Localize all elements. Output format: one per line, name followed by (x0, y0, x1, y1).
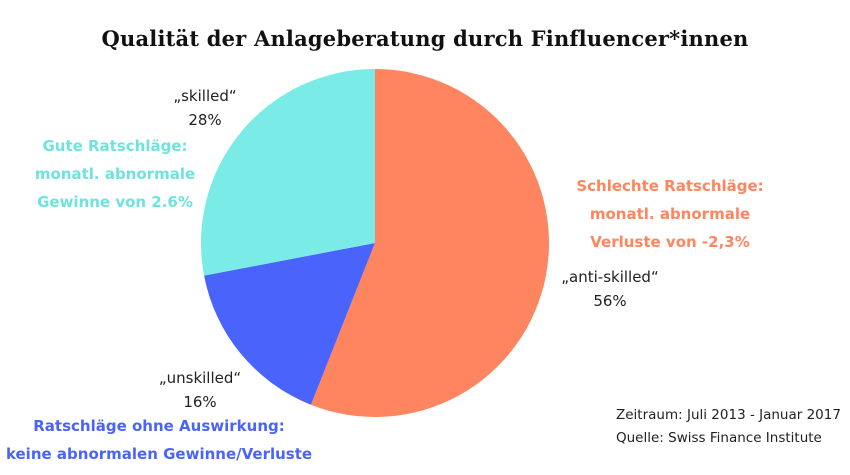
slice-label-skilled-value: 28% (188, 111, 222, 129)
group-bad-line-3: Verluste von -2,3% (590, 233, 750, 251)
group-neutral-line-2: keine abnormalen Gewinne/Verluste (5, 445, 313, 463)
group-bad-line-1: Schlechte Ratschläge: (576, 177, 764, 195)
group-good-line-2: monatl. abnormale (34, 165, 196, 183)
slice-label-unskilled-value: 16% (183, 393, 217, 411)
group-annotation-good-advice: Gute Ratschläge: monatl. abnormale Gewin… (10, 132, 220, 216)
slice-label-unskilled: „unskilled“ 16% (140, 366, 260, 414)
group-bad-line-2: monatl. abnormale (589, 205, 751, 223)
slice-label-anti-skilled: „anti-skilled“ 56% (545, 265, 675, 313)
group-annotation-bad-advice: Schlechte Ratschläge: monatl. abnormale … (555, 172, 785, 256)
slice-label-skilled: „skilled“ 28% (150, 84, 260, 132)
footnote: Zeitraum: Juli 2013 - Januar 2017 Quelle… (616, 404, 841, 450)
pie-slice-unskilled (204, 243, 375, 405)
chart-title: Qualität der Anlageberatung durch Finflu… (101, 26, 749, 51)
slice-label-unskilled-name: „unskilled“ (158, 369, 242, 387)
footnote-source: Quelle: Swiss Finance Institute (616, 430, 822, 446)
group-good-line-3: Gewinne von 2.6% (37, 193, 193, 211)
slice-label-anti-skilled-value: 56% (593, 292, 627, 310)
slice-label-anti-skilled-name: „anti-skilled“ (561, 268, 659, 286)
slice-label-skilled-name: „skilled“ (173, 87, 237, 105)
pie-slice-anti-skilled (310, 68, 550, 418)
group-good-line-1: Gute Ratschläge: (42, 137, 188, 155)
pie-slice-skilled (200, 69, 375, 276)
group-neutral-line-1: Ratschläge ohne Auswirkung: (33, 417, 285, 435)
footnote-period: Zeitraum: Juli 2013 - Januar 2017 (616, 407, 841, 423)
group-annotation-no-effect: Ratschläge ohne Auswirkung: keine abnorm… (0, 412, 318, 468)
